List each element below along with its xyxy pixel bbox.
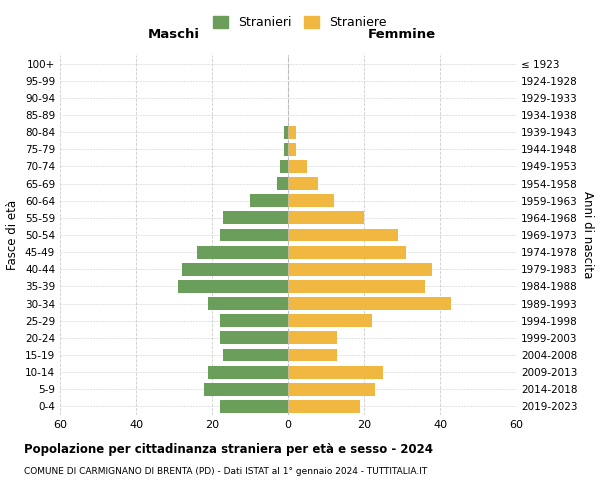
Bar [288, 194, 334, 207]
Bar [288, 280, 425, 293]
Bar [220, 332, 288, 344]
Bar [288, 332, 337, 344]
Bar [220, 228, 288, 241]
Bar [208, 297, 288, 310]
Bar [288, 366, 383, 378]
Bar [284, 126, 288, 138]
Text: Femmine: Femmine [368, 28, 436, 42]
Bar [197, 246, 288, 258]
Bar [288, 160, 307, 173]
Bar [208, 366, 288, 378]
Bar [205, 383, 288, 396]
Bar [288, 314, 371, 327]
Bar [223, 212, 288, 224]
Bar [288, 126, 296, 138]
Text: COMUNE DI CARMIGNANO DI BRENTA (PD) - Dati ISTAT al 1° gennaio 2024 - TUTTITALIA: COMUNE DI CARMIGNANO DI BRENTA (PD) - Da… [24, 468, 427, 476]
Bar [182, 263, 288, 276]
Bar [277, 177, 288, 190]
Y-axis label: Fasce di età: Fasce di età [7, 200, 19, 270]
Bar [250, 194, 288, 207]
Text: Maschi: Maschi [148, 28, 200, 42]
Bar [288, 263, 433, 276]
Bar [223, 348, 288, 362]
Bar [288, 383, 376, 396]
Legend: Stranieri, Straniere: Stranieri, Straniere [208, 11, 392, 34]
Bar [288, 348, 337, 362]
Bar [288, 177, 319, 190]
Bar [288, 400, 360, 413]
Bar [288, 212, 364, 224]
Bar [178, 280, 288, 293]
Y-axis label: Anni di nascita: Anni di nascita [581, 192, 594, 278]
Bar [288, 297, 451, 310]
Bar [288, 228, 398, 241]
Bar [220, 400, 288, 413]
Bar [288, 143, 296, 156]
Text: Popolazione per cittadinanza straniera per età e sesso - 2024: Popolazione per cittadinanza straniera p… [24, 442, 433, 456]
Bar [288, 246, 406, 258]
Bar [220, 314, 288, 327]
Bar [284, 143, 288, 156]
Bar [280, 160, 288, 173]
